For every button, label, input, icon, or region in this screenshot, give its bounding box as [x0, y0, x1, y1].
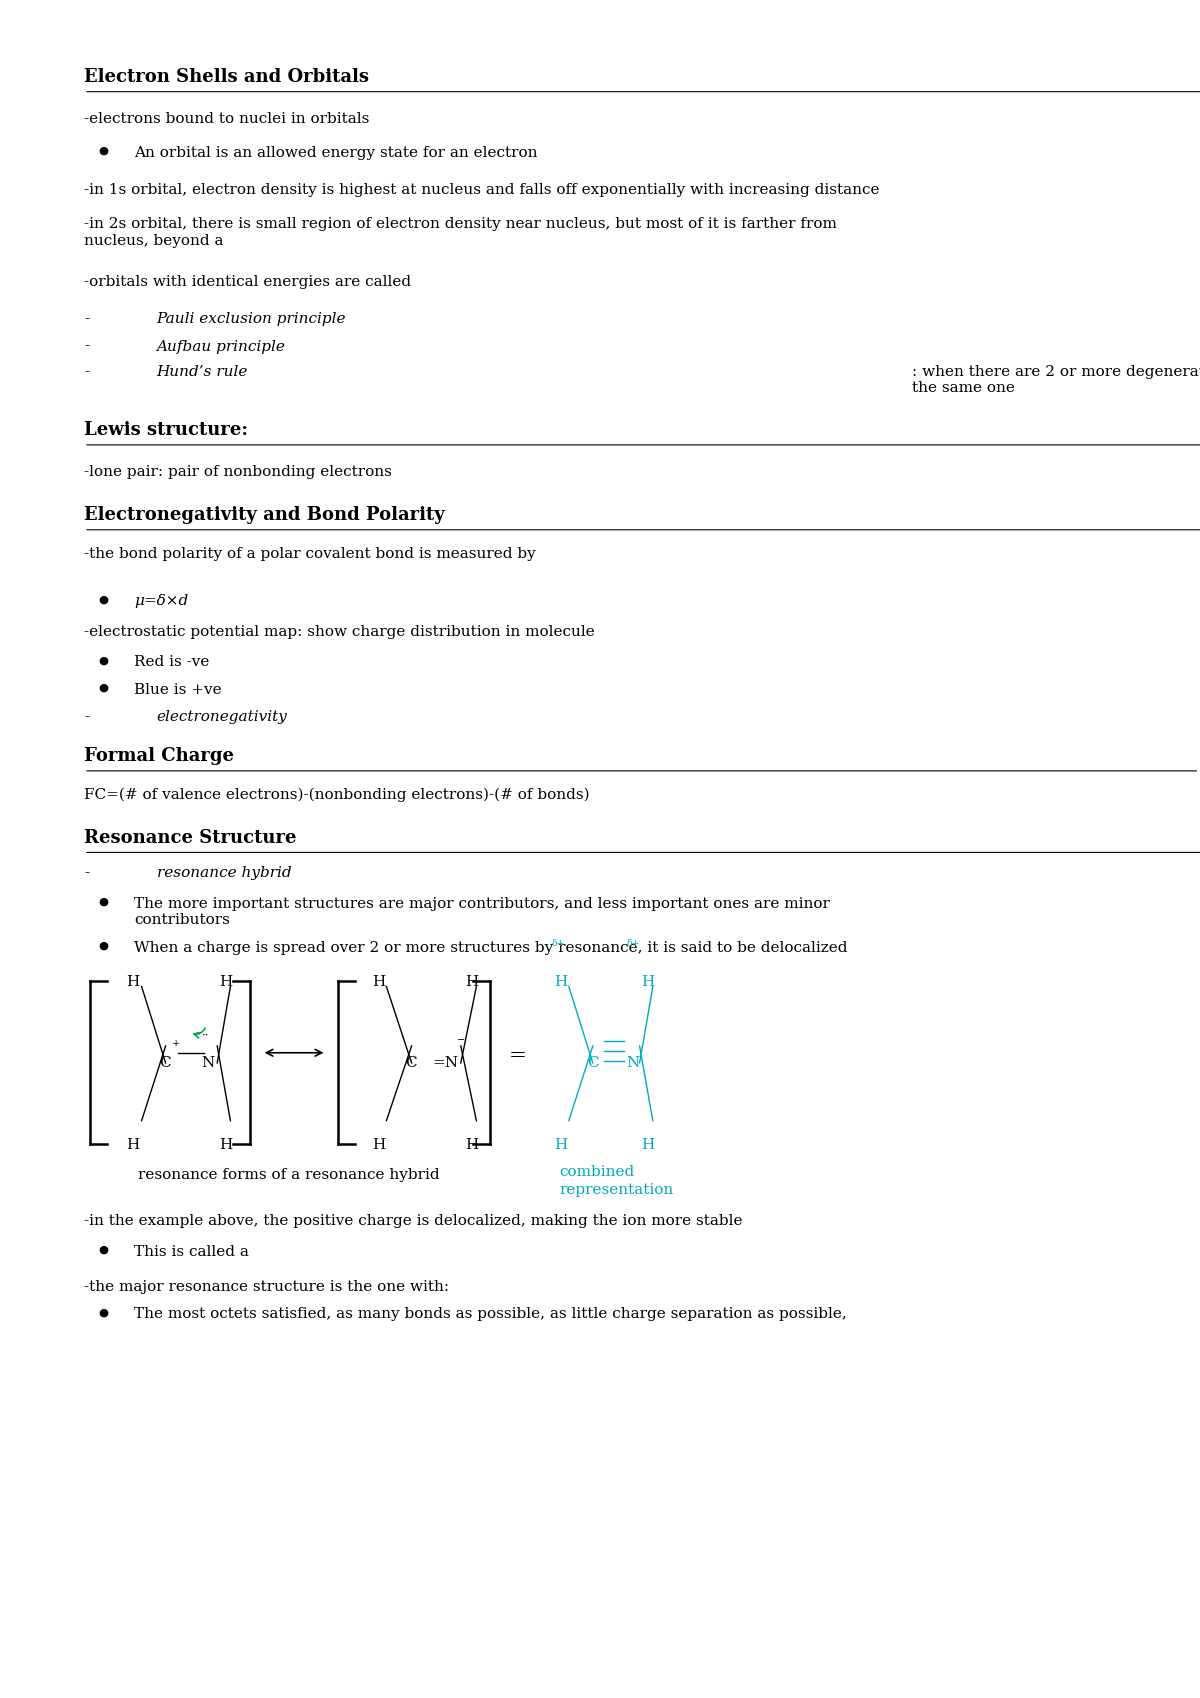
Text: -electrons bound to nuclei in orbitals: -electrons bound to nuclei in orbitals	[84, 112, 370, 126]
Text: N: N	[626, 1056, 640, 1070]
Text: Electronegativity and Bond Polarity: Electronegativity and Bond Polarity	[84, 506, 445, 525]
Text: H: H	[641, 1138, 654, 1151]
Text: H: H	[466, 975, 479, 988]
Text: ··: ··	[203, 1031, 210, 1041]
Text: ●: ●	[98, 1307, 108, 1318]
Text: When a charge is spread over 2 or more structures by resonance, it is said to be: When a charge is spread over 2 or more s…	[134, 941, 848, 954]
Text: −: −	[457, 1036, 466, 1044]
Text: -in 2s orbital, there is small region of electron density near nucleus, but most: -in 2s orbital, there is small region of…	[84, 217, 836, 248]
Text: H: H	[466, 1138, 479, 1151]
Text: : when there are 2 or more degenerate orbitals, electrons go into diff orbitals : : when there are 2 or more degenerate or…	[912, 365, 1200, 396]
Text: ●: ●	[98, 1245, 108, 1255]
Text: Formal Charge: Formal Charge	[84, 747, 234, 766]
Text: =: =	[509, 1046, 527, 1065]
Text: resonance forms of a resonance hybrid: resonance forms of a resonance hybrid	[138, 1168, 439, 1182]
Text: Lewis structure:: Lewis structure:	[84, 421, 248, 440]
Text: -electrostatic potential map: show charge distribution in molecule: -electrostatic potential map: show charg…	[84, 625, 595, 638]
Text: C: C	[587, 1056, 599, 1070]
Text: combined
representation: combined representation	[559, 1165, 673, 1197]
Text: H: H	[126, 975, 139, 988]
Text: An orbital is an allowed energy state for an electron: An orbital is an allowed energy state fo…	[134, 146, 538, 160]
Text: -lone pair: pair of nonbonding electrons: -lone pair: pair of nonbonding electrons	[84, 465, 392, 479]
Text: -: -	[84, 312, 89, 326]
Text: -: -	[84, 866, 89, 880]
Text: ●: ●	[98, 594, 108, 604]
Text: Aufbau principle: Aufbau principle	[156, 340, 286, 353]
Text: μ=δ×d: μ=δ×d	[134, 594, 188, 608]
Text: ●: ●	[98, 146, 108, 156]
Text: -in 1s orbital, electron density is highest at nucleus and falls off exponential: -in 1s orbital, electron density is high…	[84, 183, 880, 197]
Text: -orbitals with identical energies are called: -orbitals with identical energies are ca…	[84, 275, 416, 289]
Text: H: H	[554, 975, 568, 988]
Text: ●: ●	[98, 655, 108, 666]
Text: FC=(# of valence electrons)-(nonbonding electrons)-(# of bonds): FC=(# of valence electrons)-(nonbonding …	[84, 788, 589, 801]
Text: H: H	[126, 1138, 139, 1151]
Text: H: H	[372, 975, 385, 988]
Text: resonance hybrid: resonance hybrid	[156, 866, 292, 880]
Text: ●: ●	[98, 897, 108, 907]
Text: +: +	[172, 1039, 180, 1048]
Text: δ+: δ+	[626, 939, 640, 947]
Text: -: -	[84, 710, 89, 723]
Text: electronegativity: electronegativity	[156, 710, 288, 723]
Text: -the major resonance structure is the one with:: -the major resonance structure is the on…	[84, 1280, 449, 1294]
Text: Resonance Structure: Resonance Structure	[84, 829, 296, 847]
Text: =N: =N	[432, 1056, 458, 1070]
Text: δ+: δ+	[552, 939, 565, 947]
Text: Red is -ve: Red is -ve	[134, 655, 210, 669]
Text: -in the example above, the positive charge is delocalized, making the ion more s: -in the example above, the positive char…	[84, 1214, 743, 1228]
Text: H: H	[372, 1138, 385, 1151]
Text: The more important structures are major contributors, and less important ones ar: The more important structures are major …	[134, 897, 830, 927]
Text: C: C	[406, 1056, 418, 1070]
Text: N: N	[202, 1056, 215, 1070]
Text: H: H	[220, 975, 233, 988]
Text: H: H	[641, 975, 654, 988]
Text: ●: ●	[98, 941, 108, 951]
Text: Blue is +ve: Blue is +ve	[134, 683, 222, 696]
Text: Pauli exclusion principle: Pauli exclusion principle	[156, 312, 346, 326]
Text: H: H	[554, 1138, 568, 1151]
Text: This is called a: This is called a	[134, 1245, 254, 1258]
Text: ●: ●	[98, 683, 108, 693]
Text: -the bond polarity of a polar covalent bond is measured by: -the bond polarity of a polar covalent b…	[84, 547, 541, 560]
Text: Hund’s rule: Hund’s rule	[156, 365, 248, 379]
Text: The most octets satisfied, as many bonds as possible, as little charge separatio: The most octets satisfied, as many bonds…	[134, 1307, 847, 1321]
Text: -: -	[84, 365, 89, 379]
Text: C: C	[160, 1056, 172, 1070]
Text: Electron Shells and Orbitals: Electron Shells and Orbitals	[84, 68, 370, 87]
Text: -: -	[84, 340, 89, 353]
Text: H: H	[220, 1138, 233, 1151]
